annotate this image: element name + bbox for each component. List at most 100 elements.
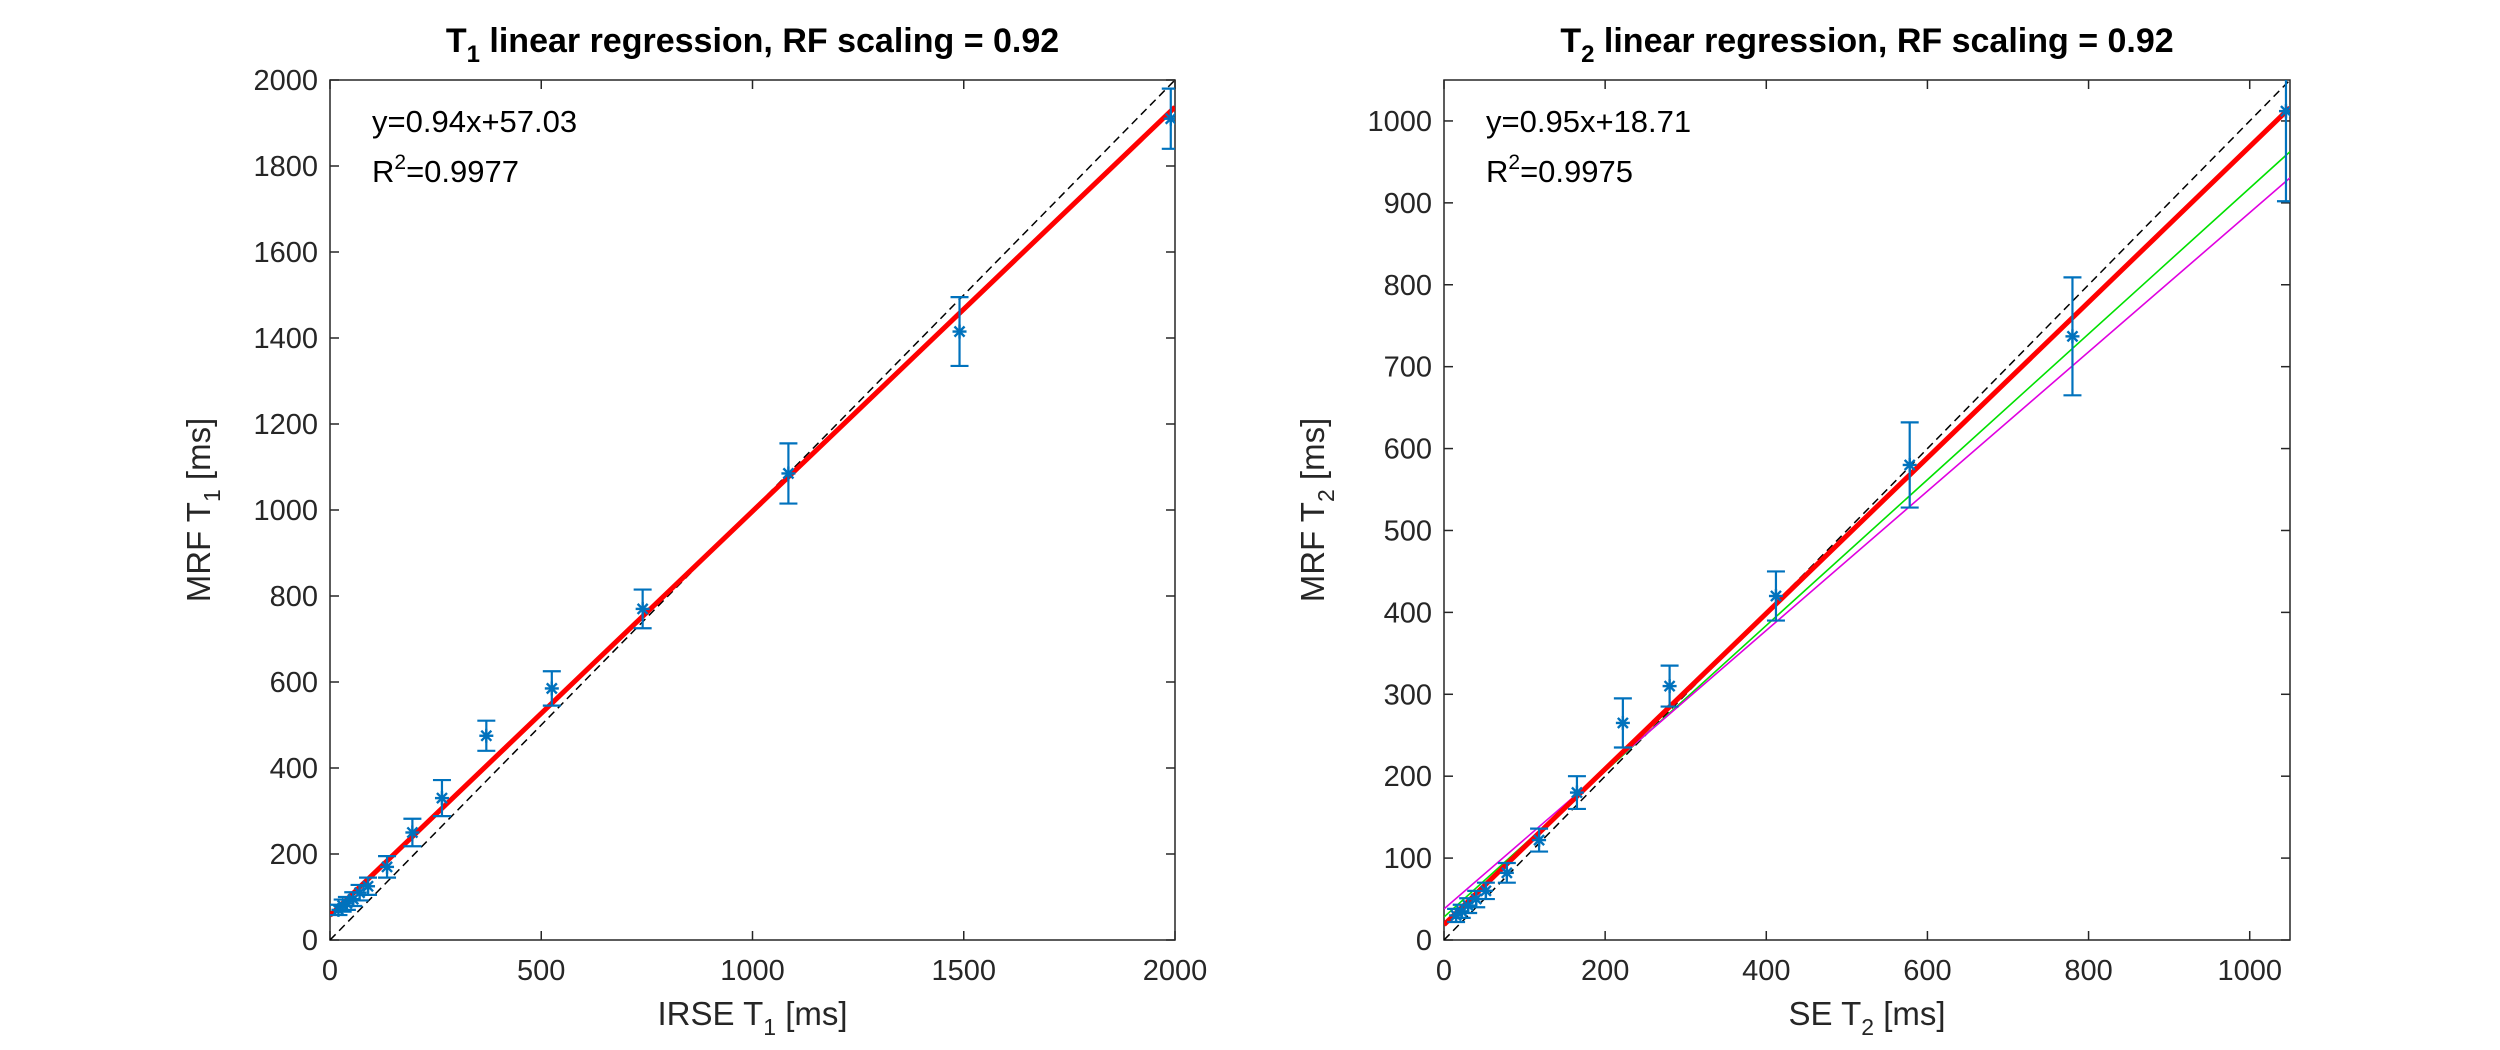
chart-1-data-point (477, 719, 496, 752)
chart-2-title-main: T (1560, 22, 1581, 60)
chart-1-asterisk-marker (781, 466, 796, 481)
chart-1-r-squared-text: R2=0.9977 (372, 151, 519, 189)
chart-1-asterisk-marker (544, 681, 559, 696)
chart-2-plot-area (1444, 80, 2290, 940)
chart-2-xtick-label: 600 (1903, 955, 1951, 987)
chart-1-data-point (403, 817, 422, 848)
chart-2-xtick-label: 800 (2064, 955, 2112, 987)
chart-2-r-squared-prefix: R (1486, 154, 1508, 189)
chart-2-r-squared-superscript: 2 (1508, 151, 1520, 174)
chart-1-asterisk-marker (952, 324, 967, 339)
chart-1-asterisk-marker (361, 879, 376, 894)
chart-1-title-subscript: 1 (467, 41, 480, 68)
chart-1-data-point (378, 855, 397, 879)
chart-1-asterisk-marker (635, 601, 650, 616)
chart-2-xlabel: SE T2 [ms] (1788, 995, 1945, 1040)
chart-2-identity-line (1444, 80, 2290, 940)
chart-2-ylabel-main: MRF T (1294, 502, 1331, 602)
chart-1: 0 500 1000 1500 2000 0 200 400 600 800 1000 1200 140… (180, 22, 1207, 1040)
chart-2-ytick-label: 200 (1384, 761, 1432, 793)
chart-1-xlabel: IRSE T1 [ms] (657, 995, 847, 1040)
chart-1-ytick-label: 1600 (253, 237, 318, 269)
chart-2-xlabel-main: SE T (1788, 995, 1861, 1032)
chart-2-ytick-label: 100 (1384, 843, 1432, 875)
chart-2-title: T2 linear regression, RF scaling = 0.92 (1560, 22, 2173, 68)
chart-1-asterisk-marker (405, 825, 420, 840)
chart-2-ytick-label: 500 (1384, 515, 1432, 547)
chart-1-xtick-label: 1000 (720, 955, 785, 987)
chart-1-asterisk-marker (380, 859, 395, 874)
chart-1-title-main: T (446, 22, 467, 60)
chart-1-r-squared-superscript: 2 (394, 151, 406, 174)
chart-2-ytick-label: 1000 (1367, 106, 1432, 138)
chart-2-data-point (1567, 775, 1586, 811)
chart-1-ylabel-main: MRF T (180, 502, 217, 602)
chart-1-regression-line (330, 105, 1175, 918)
chart-1-xlabel-rest: [ms] (776, 995, 848, 1032)
chart-2-ytick-label: 900 (1384, 188, 1432, 220)
chart-2-title-subscript: 2 (1581, 41, 1594, 68)
chart-2-xlabel-rest: [ms] (1874, 995, 1946, 1032)
chart-2-ytick-label: 300 (1384, 679, 1432, 711)
chart-2-ytick-label: 600 (1384, 434, 1432, 466)
chart-2-xtick-label: 200 (1581, 955, 1629, 987)
chart-1-xtick-label: 1500 (931, 955, 996, 987)
chart-1-title: T1 linear regression, RF scaling = 0.92 (446, 22, 1059, 68)
chart-1-data-point (779, 442, 798, 505)
chart-2-data-point (2276, 80, 2290, 203)
chart-2-asterisk-marker (1569, 785, 1584, 800)
chart-1-r-squared-value: =0.9977 (406, 154, 519, 189)
chart-1-asterisk-marker (479, 728, 494, 743)
chart-1-ytick-label: 400 (270, 753, 318, 785)
chart-1-data-point (950, 296, 969, 368)
chart-2-asterisk-marker (1532, 833, 1547, 848)
chart-2-asterisk-marker (1478, 883, 1493, 898)
chart-1-ylabel-subscript: 1 (199, 489, 225, 502)
chart-2-data-point (1900, 421, 1919, 509)
chart-2-equation-text: y=0.95x+18.71 (1486, 104, 1691, 139)
chart-2-ytick-label: 0 (1416, 925, 1432, 957)
chart-2-ylabel-subscript: 2 (1313, 489, 1339, 502)
chart-1-ytick-label: 1800 (253, 151, 318, 183)
chart-2-xlabel-subscript: 2 (1861, 1014, 1874, 1040)
chart-2: 0 200 400 600 800 1000 0 100 200 300 400 500 600 700 8… (1294, 22, 2291, 1040)
chart-1-ytick-label: 1000 (253, 495, 318, 527)
chart-1-ytick-label: 600 (270, 667, 318, 699)
chart-1-data-point (432, 778, 451, 818)
chart-2-asterisk-marker (1615, 715, 1630, 730)
chart-1-data-point (542, 670, 561, 707)
chart-1-ylabel: MRF T1 [ms] (180, 418, 225, 603)
chart-1-asterisk-marker (434, 791, 449, 806)
chart-1-data-point (633, 588, 652, 630)
chart-2-ylabel-rest: [ms] (1294, 418, 1331, 490)
chart-1-data-point (1161, 87, 1175, 150)
chart-2-data-point (2063, 276, 2082, 397)
chart-1-xtick-label: 500 (517, 955, 565, 987)
chart-2-xtick-label: 0 (1436, 955, 1452, 987)
chart-1-data-point (359, 876, 378, 896)
chart-1-asterisk-marker (352, 885, 367, 900)
chart-2-xtick-label: 1000 (2217, 955, 2282, 987)
chart-2-ytick-label: 800 (1384, 270, 1432, 302)
chart-2-data-point (1530, 827, 1549, 853)
chart-2-asterisk-marker (1902, 457, 1917, 472)
chart-2-r-squared-value: =0.9975 (1520, 154, 1633, 189)
chart-2-ylabel: MRF T2 [ms] (1294, 418, 1339, 603)
chart-1-ytick-label: 200 (270, 839, 318, 871)
chart-2-r-squared-text: R2=0.9975 (1486, 151, 1633, 189)
chart-2-asterisk-marker (1768, 589, 1783, 603)
chart-1-ytick-label: 1200 (253, 409, 318, 441)
chart-1-xtick-label: 2000 (1143, 955, 1208, 987)
chart-2-asterisk-marker (1499, 865, 1514, 880)
chart-2-asterisk-marker (1662, 679, 1677, 694)
chart-1-ytick-label: 800 (270, 581, 318, 613)
chart-2-regression-line (1444, 105, 2290, 927)
chart-2-data-point (1613, 697, 1632, 749)
chart-2-data-point (1476, 881, 1495, 901)
chart-1-asterisk-marker (1163, 111, 1175, 126)
chart-1-plot-area (330, 80, 1175, 940)
chart-1-ylabel-rest: [ms] (180, 418, 217, 490)
chart-1-xtick-label: 0 (322, 955, 338, 987)
chart-2-data-point (1497, 861, 1516, 884)
